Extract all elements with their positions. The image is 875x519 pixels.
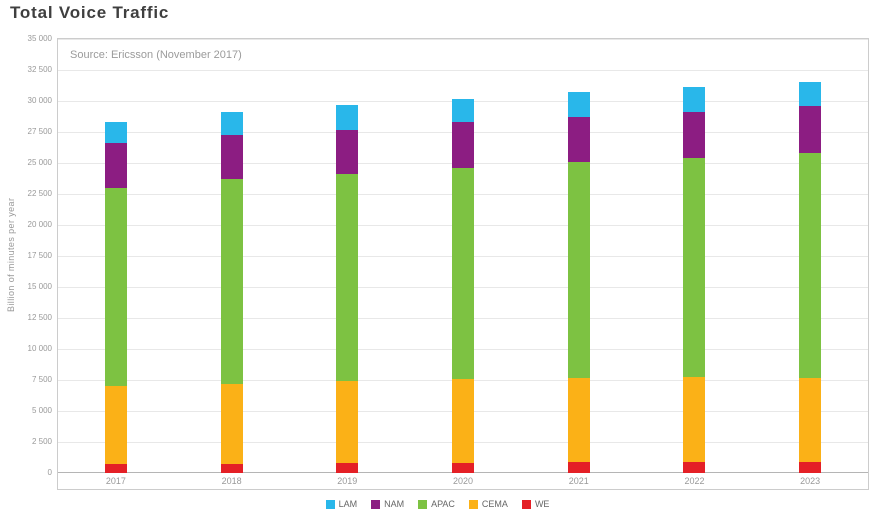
y-axis-tick-label: 22 500 [27, 189, 52, 198]
stacked-bar-2017 [104, 122, 127, 473]
category-2018 [174, 39, 290, 473]
y-axis-tick-label: 12 500 [27, 313, 52, 322]
legend-item-CEMA[interactable]: CEMA [468, 499, 508, 509]
bar-segment-LAM-2018[interactable] [220, 112, 243, 135]
bar-segment-NAM-2022[interactable] [683, 112, 706, 159]
bar-segment-WE-2021[interactable] [567, 462, 590, 473]
bar-segment-CEMA-2019[interactable] [336, 380, 359, 464]
bar-segment-CEMA-2023[interactable] [799, 377, 822, 462]
bar-segment-WE-2023[interactable] [799, 461, 822, 473]
legend-label-CEMA: CEMA [481, 499, 508, 509]
category-2020 [405, 39, 521, 473]
bar-segment-WE-2022[interactable] [683, 462, 706, 473]
legend-label-LAM: LAM [338, 499, 358, 509]
y-axis-tick-label: 5 000 [31, 406, 52, 415]
y-axis-tick-label: 7 500 [31, 375, 52, 384]
plot-area: Source: Ericsson (November 2017) [58, 39, 868, 473]
bar-segment-LAM-2023[interactable] [799, 82, 822, 106]
bar-segment-APAC-2021[interactable] [567, 161, 590, 378]
legend-label-NAM: NAM [384, 499, 405, 509]
x-axis-label-2019: 2019 [337, 476, 358, 486]
bar-segment-NAM-2018[interactable] [220, 134, 243, 180]
stacked-bar-2019 [336, 104, 359, 473]
plot-frame: Source: Ericsson (November 2017) 2017 201… [57, 38, 869, 490]
legend: LAM NAM APAC CEMA WE [0, 499, 875, 509]
y-axis-tick-label: 30 000 [27, 96, 52, 105]
bar-segment-CEMA-2017[interactable] [104, 386, 127, 465]
category-2019 [289, 39, 405, 473]
y-axis-tick-label: 0 [47, 468, 52, 477]
stacked-bar-2023 [799, 82, 822, 473]
x-axis-label-2021: 2021 [568, 476, 589, 486]
bar-segment-CEMA-2018[interactable] [220, 383, 243, 464]
bar-segment-APAC-2018[interactable] [220, 179, 243, 384]
bar-segment-NAM-2017[interactable] [104, 143, 127, 188]
bar-segment-APAC-2023[interactable] [799, 153, 822, 378]
legend-item-LAM[interactable]: LAM [325, 499, 358, 509]
category-2017 [58, 39, 174, 473]
stacked-bar-2018 [220, 112, 243, 473]
y-axis-tick-label: 27 500 [27, 127, 52, 136]
bar-segment-WE-2018[interactable] [220, 463, 243, 473]
bar-segment-WE-2017[interactable] [104, 464, 127, 473]
source-note: Source: Ericsson (November 2017) [70, 49, 242, 61]
legend-swatch-LAM [325, 499, 335, 509]
bar-segment-NAM-2021[interactable] [567, 117, 590, 162]
stacked-bar-2022 [683, 87, 706, 473]
bar-segment-CEMA-2020[interactable] [452, 378, 475, 464]
bars-layer [58, 39, 868, 473]
legend-swatch-WE [521, 499, 531, 509]
bar-segment-NAM-2023[interactable] [799, 105, 822, 154]
x-axis-labels: 2017 2018 2019 2020 2021 2022 2023 [58, 476, 868, 486]
legend-swatch-NAM [371, 499, 381, 509]
legend-item-NAM[interactable]: NAM [371, 499, 404, 509]
x-axis-label-2020: 2020 [453, 476, 474, 486]
y-axis-tick-label: 35 000 [27, 34, 52, 43]
bar-segment-NAM-2020[interactable] [452, 122, 475, 168]
bar-segment-WE-2019[interactable] [336, 463, 359, 473]
category-2021 [521, 39, 637, 473]
bar-segment-NAM-2019[interactable] [336, 129, 359, 175]
bar-segment-CEMA-2021[interactable] [567, 377, 590, 463]
bar-segment-APAC-2022[interactable] [683, 158, 706, 377]
bar-segment-LAM-2021[interactable] [567, 92, 590, 118]
y-axis-tick-label: 15 000 [27, 282, 52, 291]
stacked-bar-2021 [567, 92, 590, 473]
category-2022 [637, 39, 753, 473]
y-axis-tick-label: 2 500 [31, 437, 52, 446]
bar-segment-LAM-2017[interactable] [104, 122, 127, 144]
bar-segment-APAC-2020[interactable] [452, 167, 475, 379]
gridline [58, 70, 868, 71]
bar-segment-WE-2020[interactable] [452, 463, 475, 473]
legend-item-WE[interactable]: WE [521, 499, 550, 509]
bar-segment-APAC-2019[interactable] [336, 174, 359, 381]
legend-swatch-APAC [418, 499, 428, 509]
x-axis-label-2018: 2018 [221, 476, 242, 486]
legend-label-APAC: APAC [431, 499, 455, 509]
legend-label-WE: WE [534, 499, 550, 509]
legend-item-APAC[interactable]: APAC [418, 499, 455, 509]
y-axis-tick-label: 17 500 [27, 251, 52, 260]
y-axis-tick-label: 10 000 [27, 344, 52, 353]
category-2023 [752, 39, 868, 473]
x-axis-label-2022: 2022 [684, 476, 705, 486]
bar-segment-LAM-2019[interactable] [336, 104, 359, 130]
stacked-bar-2020 [452, 98, 475, 473]
gridline [58, 39, 868, 40]
bar-segment-CEMA-2022[interactable] [683, 376, 706, 463]
bar-segment-LAM-2022[interactable] [683, 87, 706, 113]
chart-title: Total Voice Traffic [10, 3, 170, 22]
bar-segment-APAC-2017[interactable] [104, 187, 127, 387]
x-axis-label-2023: 2023 [800, 476, 821, 486]
y-axis-tick-label: 20 000 [27, 220, 52, 229]
legend-swatch-CEMA [468, 499, 478, 509]
x-axis-label-2017: 2017 [105, 476, 126, 486]
y-axis-tick-label: 25 000 [27, 158, 52, 167]
bar-segment-LAM-2020[interactable] [452, 98, 475, 123]
y-axis-tick-label: 32 500 [27, 65, 52, 74]
